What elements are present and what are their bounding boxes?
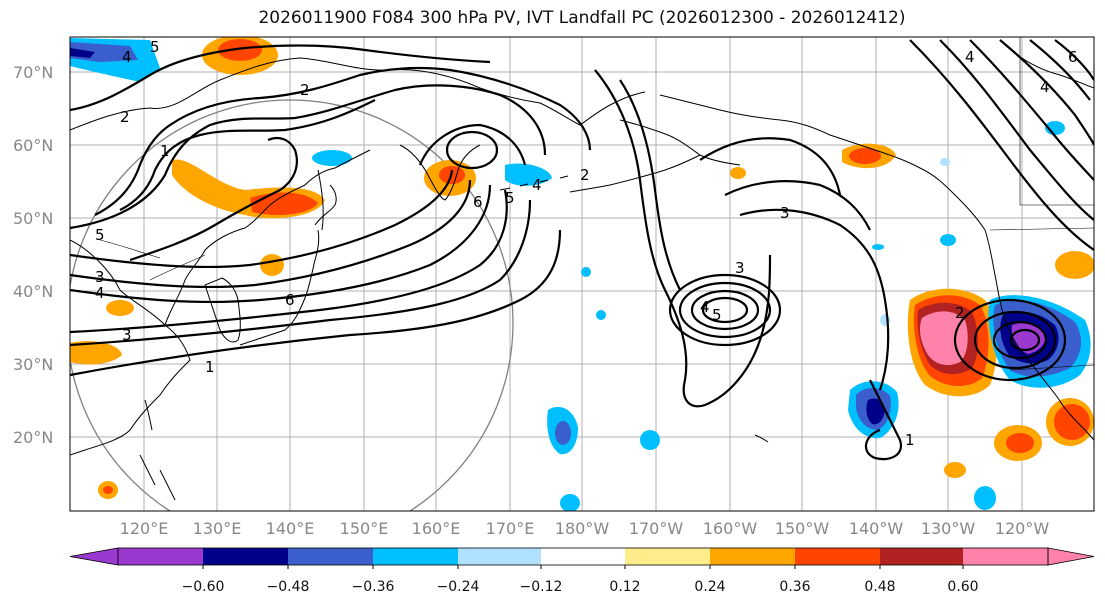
contour-label: 2 [955, 304, 965, 322]
contour-label: 1 [160, 142, 170, 160]
colorbar-segments [69, 547, 1095, 569]
colorbar-segment [880, 548, 963, 565]
colorbar-segment [963, 548, 1048, 565]
colorbar-tick-label: −0.48 [267, 579, 310, 595]
contour-label: 1 [905, 431, 915, 449]
contour-label: 1 [205, 358, 215, 376]
lat-label: 70°N [13, 63, 53, 82]
contour-label: 4 [1040, 78, 1050, 96]
lon-label: 150°E [340, 519, 389, 538]
colorbar-segment [118, 548, 203, 565]
contour-label: 4 [532, 176, 542, 194]
contour-label: 3 [735, 259, 745, 277]
lon-label: 140°E [266, 519, 315, 538]
contour-label: 4 [122, 48, 132, 66]
colorbar-tick-label: 0.48 [864, 579, 895, 595]
contour-label: 2 [300, 81, 310, 99]
lat-label: 30°N [13, 355, 53, 374]
colorbar-ticks: −0.60 −0.48 −0.36 −0.24 −0.12 0.12 0.24 … [182, 579, 979, 595]
lon-label: 120°W [995, 519, 1050, 538]
lon-label: 120°E [120, 519, 169, 538]
lon-label: 160°E [412, 519, 461, 538]
colorbar-tick-label: −0.12 [520, 579, 563, 595]
colorbar-tick-label: 0.36 [779, 579, 810, 595]
lat-label: 50°N [13, 209, 53, 228]
graticule [70, 37, 1094, 511]
lat-label: 20°N [13, 428, 53, 447]
colorbar-segment [541, 548, 625, 565]
contour-label: 2 [580, 166, 590, 184]
longitude-labels: 120°E 130°E 140°E 150°E 160°E 170°E 180°… [120, 519, 1050, 538]
colorbar-segment [203, 548, 288, 565]
colorbar-extend-max [1047, 547, 1095, 566]
lon-label: 180°W [555, 519, 610, 538]
colorbar-segment [795, 548, 880, 565]
colorbar-segment [710, 548, 795, 565]
contour-label: 3 [780, 204, 790, 222]
lat-label: 60°N [13, 136, 53, 155]
contour-label: 6 [473, 193, 483, 211]
contour-label: 6 [1068, 48, 1078, 66]
colorbar-segment [373, 548, 458, 565]
colorbar-extend-min [69, 547, 119, 566]
pv-contours [70, 39, 1094, 461]
colorbar: −0.60 −0.48 −0.36 −0.24 −0.12 0.12 0.24 … [69, 547, 1095, 595]
colorbar-segment [625, 548, 710, 565]
contour-label: 3 [95, 268, 105, 286]
map-title: 2026011900 F084 300 hPa PV, IVT Landfall… [258, 8, 906, 28]
lon-label: 130°W [921, 519, 976, 538]
contour-label: 5 [150, 38, 160, 56]
contour-label: 4 [700, 298, 710, 316]
lon-label: 160°W [703, 519, 758, 538]
colorbar-tick-label: 0.12 [609, 579, 640, 595]
colorbar-frame [117, 547, 1049, 566]
colorbar-tick-label: −0.36 [352, 579, 395, 595]
radius-circle [70, 99, 514, 511]
latitude-labels: 70°N 60°N 50°N 40°N 30°N 20°N [13, 63, 53, 447]
contour-label: 6 [285, 291, 295, 309]
contour-labels: 2 5 4 2 1 5 3 4 3 1 6 6 5 4 2 3 3 4 5 1 … [95, 38, 1078, 449]
lon-label: 170°E [486, 519, 535, 538]
colorbar-tick-label: −0.24 [437, 579, 480, 595]
lon-label: 170°W [629, 519, 684, 538]
lon-label: 150°W [775, 519, 830, 538]
contour-label: 4 [965, 48, 975, 66]
contour-label: 4 [95, 284, 105, 302]
colorbar-segment [458, 548, 541, 565]
contour-label: 5 [505, 189, 515, 207]
colorbar-tick-label: 0.24 [694, 579, 725, 595]
contour-label: 5 [712, 306, 722, 324]
colorbar-tick-label: −0.60 [182, 579, 225, 595]
lat-label: 40°N [13, 282, 53, 301]
map-frame [69, 36, 1095, 512]
contour-label: 3 [122, 326, 132, 344]
contour-label: 5 [95, 226, 105, 244]
lon-label: 130°E [193, 519, 242, 538]
colorbar-segment [288, 548, 373, 565]
contour-label: 2 [120, 108, 130, 126]
lon-label: 140°W [849, 519, 904, 538]
colorbar-tick-label: 0.60 [947, 579, 978, 595]
